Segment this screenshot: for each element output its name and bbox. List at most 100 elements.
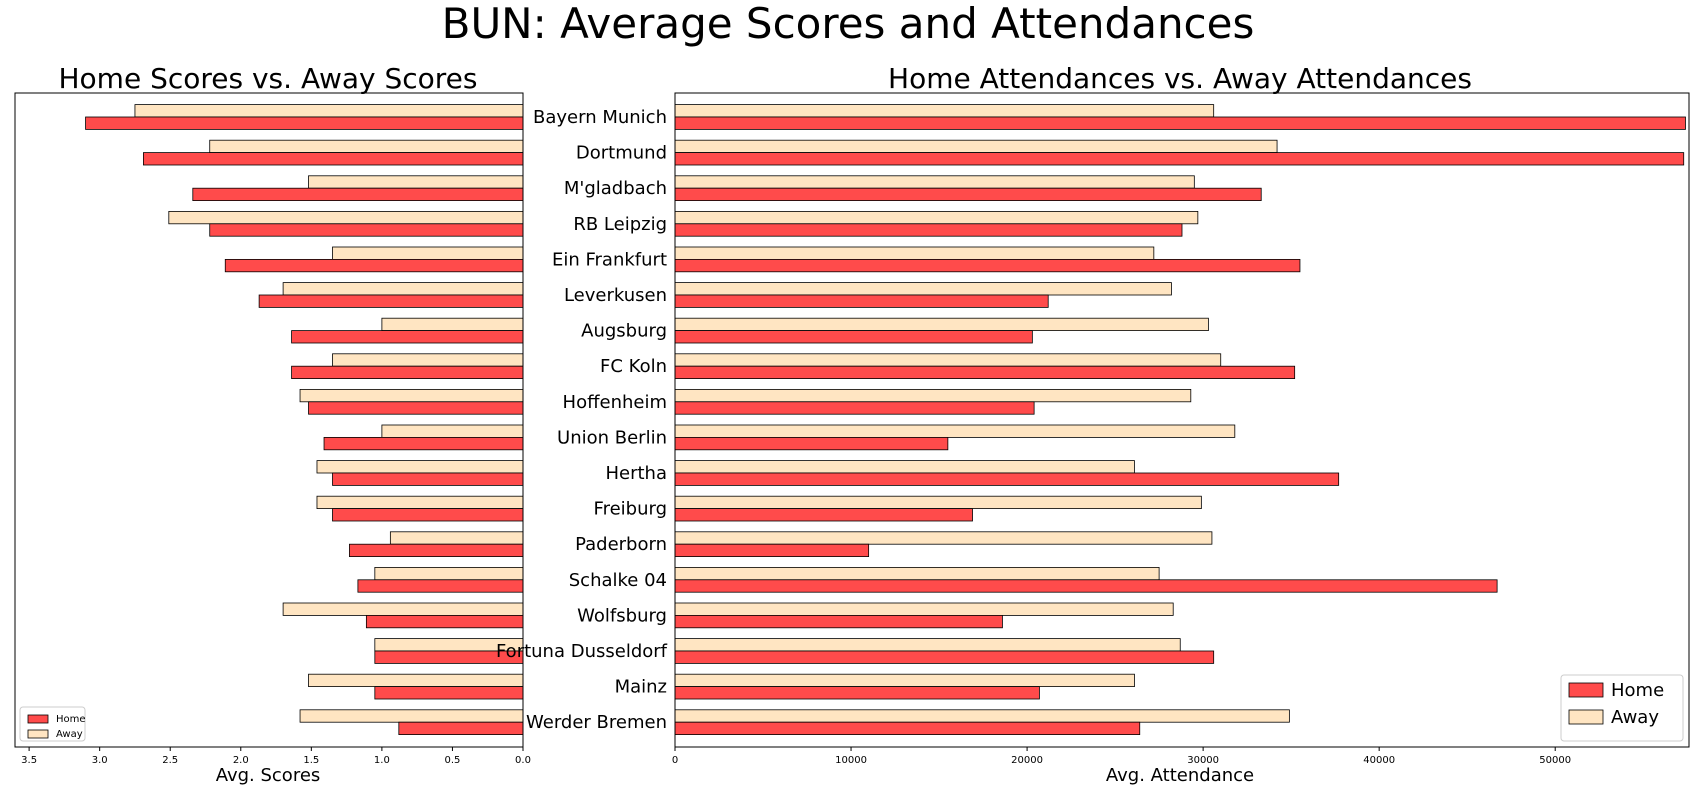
score-bar-away-bayern-munich <box>134 104 524 118</box>
score-bar-home-mainz <box>374 686 524 700</box>
attendance-chart: Home Attendances vs. Away Attendances 0 1… <box>672 62 1690 786</box>
attendance-bar-home-m-gladbach <box>674 187 1262 201</box>
attendance-legend-label-away: Away <box>1611 707 1659 728</box>
attendance-bar-home-hertha <box>674 472 1340 486</box>
score-bar-home-dortmund <box>143 152 524 166</box>
score-bar-away-schalke-04 <box>374 567 524 581</box>
score-bar-away-paderborn <box>389 531 524 545</box>
attendance-bar-away-augsburg <box>674 317 1209 332</box>
team-label-rb-leipzig: RB Leipzig <box>573 214 667 235</box>
attendance-x-tick-label: 30000 <box>1187 755 1219 766</box>
scores-x-tick-label: 2.5 <box>162 755 178 766</box>
score-bar-away-mainz <box>308 673 524 688</box>
team-label-union-berlin: Union Berlin <box>557 427 667 448</box>
attendance-bar-away-hertha <box>674 460 1135 474</box>
attendance-bar-home-werder-bremen <box>674 721 1141 736</box>
score-bar-away-augsburg <box>381 317 524 332</box>
scores-bars <box>85 104 524 736</box>
scores-x-ticks: 0.0 0.5 1.0 1.5 2.0 2.5 3.0 3.5 <box>21 747 531 766</box>
score-bar-home-bayern-munich <box>85 116 524 130</box>
scores-x-tick-label: 0.5 <box>444 755 460 766</box>
score-bar-away-dortmund <box>209 139 524 153</box>
attendance-legend: Home Away <box>1560 674 1684 742</box>
score-bar-home-rb-leipzig <box>209 223 524 237</box>
score-bar-away-werder-bremen <box>299 709 524 723</box>
team-label-mainz: Mainz <box>615 677 667 698</box>
team-label-wolfsburg: Wolfsburg <box>577 605 667 626</box>
team-label-dortmund: Dortmund <box>576 143 667 164</box>
attendance-bar-home-augsburg <box>674 330 1033 344</box>
scores-x-axis-label: Avg. Scores <box>216 765 321 786</box>
score-bar-home-augsburg <box>291 330 524 344</box>
attendance-bar-away-fortuna-dusseldorf <box>674 638 1181 652</box>
team-label-m-gladbach: M'gladbach <box>564 178 667 199</box>
scores-x-tick-label: 3.5 <box>21 755 37 766</box>
attendance-bar-home-dortmund <box>674 152 1685 166</box>
score-bar-home-wolfsburg <box>365 615 524 629</box>
attendance-bar-away-fc-koln <box>674 353 1222 367</box>
team-label-fortuna-dusseldorf: Fortuna Dusseldorf <box>496 641 668 662</box>
score-bar-home-werder-bremen <box>398 721 524 736</box>
attendance-bar-away-freiburg <box>674 495 1202 510</box>
score-bar-away-fc-koln <box>332 353 524 367</box>
attendance-bar-away-mainz <box>674 673 1135 688</box>
attendance-bar-home-hoffenheim <box>674 401 1035 415</box>
attendance-x-tick-label: 40000 <box>1363 755 1395 766</box>
score-bar-home-hoffenheim <box>308 401 524 415</box>
score-bar-away-ein-frankfurt <box>332 246 524 260</box>
attendance-x-tick-label: 0 <box>672 755 678 766</box>
attendance-bar-home-paderborn <box>674 543 870 558</box>
team-label-werder-bremen: Werder Bremen <box>526 712 667 733</box>
attendance-bar-away-paderborn <box>674 531 1213 545</box>
scores-legend: Home Away <box>19 706 86 742</box>
score-bar-away-union-berlin <box>381 424 524 438</box>
attendance-bar-home-union-berlin <box>674 436 949 451</box>
attendance-bar-away-werder-bremen <box>674 709 1290 723</box>
team-label-bayern-munich: Bayern Munich <box>533 107 667 128</box>
attendance-bar-away-leverkusen <box>674 282 1172 296</box>
score-bar-away-hertha <box>316 460 524 474</box>
team-label-ein-frankfurt: Ein Frankfurt <box>552 249 667 270</box>
figure-title: BUN: Average Scores and Attendances <box>442 0 1255 48</box>
score-bar-away-leverkusen <box>282 282 524 296</box>
score-bar-away-rb-leipzig <box>168 210 524 225</box>
attendance-bar-home-bayern-munich <box>674 116 1686 130</box>
attendance-bar-away-schalke-04 <box>674 567 1160 581</box>
attendance-legend-label-home: Home <box>1611 680 1664 701</box>
scores-legend-label-home: Home <box>56 714 86 725</box>
attendance-plot-frame <box>674 92 1690 748</box>
attendance-bar-home-wolfsburg <box>674 615 1003 629</box>
attendance-legend-swatch-home <box>1568 682 1604 698</box>
scores-x-tick-label: 1.0 <box>374 755 390 766</box>
attendance-x-axis-label: Avg. Attendance <box>1106 765 1254 786</box>
scores-legend-swatch-away <box>27 729 49 739</box>
score-bar-away-freiburg <box>316 495 524 510</box>
score-bar-home-m-gladbach <box>192 187 524 201</box>
attendance-bar-home-freiburg <box>674 508 973 522</box>
scores-x-tick-label: 2.0 <box>233 755 249 766</box>
score-bar-home-schalke-04 <box>357 579 524 593</box>
score-bar-home-hertha <box>332 472 524 486</box>
attendance-bar-away-hoffenheim <box>674 388 1192 403</box>
score-bar-home-fc-koln <box>291 365 524 380</box>
team-label-paderborn: Paderborn <box>575 534 667 555</box>
score-bar-home-ein-frankfurt <box>224 258 524 273</box>
scores-legend-swatch-home <box>27 714 49 724</box>
attendance-bar-home-leverkusen <box>674 294 1049 308</box>
score-bar-away-m-gladbach <box>308 175 524 189</box>
scores-x-tick-label: 1.5 <box>303 755 319 766</box>
attendance-bar-away-m-gladbach <box>674 175 1195 189</box>
attendance-bar-away-ein-frankfurt <box>674 246 1155 260</box>
team-label-hertha: Hertha <box>605 463 667 484</box>
scores-chart: Home Scores vs. Away Scores 0.0 0.5 1.0 1.5… <box>14 62 531 786</box>
attendance-bar-away-rb-leipzig <box>674 210 1199 225</box>
team-label-leverkusen: Leverkusen <box>564 285 667 306</box>
attendance-x-tick-label: 20000 <box>1011 755 1043 766</box>
scores-x-tick-label: 0.0 <box>515 755 531 766</box>
attendance-bar-home-fc-koln <box>674 365 1296 380</box>
score-bar-away-wolfsburg <box>282 602 524 616</box>
score-bar-home-freiburg <box>332 508 524 522</box>
team-label-hoffenheim: Hoffenheim <box>563 392 667 413</box>
team-label-fc-koln: FC Koln <box>600 356 667 377</box>
